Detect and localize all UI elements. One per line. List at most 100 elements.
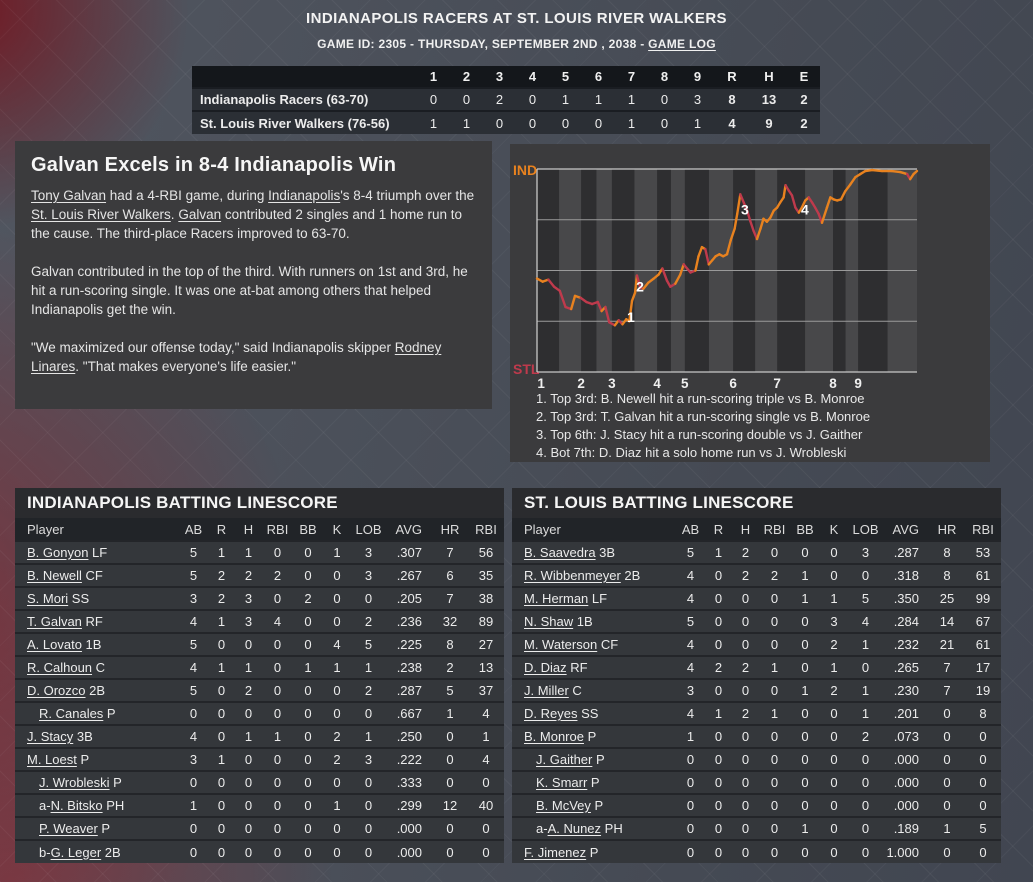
linescore-col-header-7: 7 xyxy=(627,69,636,84)
batting-col-header-R: R xyxy=(705,518,732,541)
win-probability-segment xyxy=(759,217,765,231)
stat-cell: 2 xyxy=(293,586,323,610)
stat-cell: .230 xyxy=(883,678,929,702)
player-link[interactable]: S. Mori xyxy=(27,591,69,606)
stat-cell: 0 xyxy=(965,770,1001,794)
player-position: SS xyxy=(577,706,599,721)
stat-cell: 0 xyxy=(848,655,883,679)
player-link[interactable]: J. Stacy xyxy=(27,729,74,744)
player-cell: B. Gonyon LF xyxy=(15,540,179,564)
game-info-text: GAME ID: 2305 - THURSDAY, SEPTEMBER 2ND … xyxy=(317,37,649,51)
inning-tick-label: 9 xyxy=(854,376,862,390)
stat-cell: 0 xyxy=(705,632,732,656)
stat-cell: 1 xyxy=(848,632,883,656)
stat-cell: 3 xyxy=(820,609,848,633)
st-louis-batting-table: Player AB R H RBI BB K LOB AVG HR RBI B. Saavedra … xyxy=(512,518,1001,863)
player-link[interactable]: A. Lovato xyxy=(27,637,82,652)
batting-col-header-LOB: LOB xyxy=(848,518,883,541)
key-play-marker: 3 xyxy=(741,202,749,218)
player-link[interactable]: M. Waterson xyxy=(524,637,598,652)
inning-cell: 0 xyxy=(648,110,681,134)
player-link[interactable]: B. Monroe xyxy=(524,729,584,744)
player-link[interactable]: P. Weaver xyxy=(39,821,98,836)
stat-cell: 1 xyxy=(790,586,820,610)
stat-cell: 0 xyxy=(759,540,790,564)
win-probability-panel: IND STL 1 2 3 4 5 6 7 8 9 1 2 3 4 1. Top 3rd: B. Newel… xyxy=(510,144,990,462)
player-link[interactable]: N. Shaw xyxy=(524,614,574,629)
article-inline-link[interactable]: Rodney Linares xyxy=(31,340,442,374)
stat-cell: 3 xyxy=(351,563,386,587)
stat-cell: 2 xyxy=(208,586,235,610)
player-link[interactable]: M. Loest xyxy=(27,752,77,767)
stat-cell: .307 xyxy=(386,540,432,564)
player-link[interactable]: B. Newell xyxy=(27,568,82,583)
stat-cell: 3 xyxy=(676,678,705,702)
article-inline-link[interactable]: Tony Galvan xyxy=(31,188,107,203)
stat-cell: 0 xyxy=(732,747,759,771)
stat-cell: 4 xyxy=(179,609,208,633)
batting-row: K. Smarr P 0 0 0 0 0 0 0.000 0 0 xyxy=(512,770,1001,794)
stat-cell: 0 xyxy=(208,678,235,702)
stat-cell: 0 xyxy=(262,540,293,564)
article-text: . "That makes everyone's life easier." xyxy=(75,359,297,374)
player-position: CF xyxy=(81,568,103,583)
player-link[interactable]: B. McVey xyxy=(536,798,591,813)
stat-cell: 1 xyxy=(323,655,351,679)
stat-cell: 0 xyxy=(820,793,848,817)
player-link[interactable]: D. Reyes xyxy=(524,706,578,721)
stat-cell: 0 xyxy=(929,770,965,794)
game-log-link[interactable]: GAME LOG xyxy=(648,37,716,51)
stat-cell: 0 xyxy=(432,816,468,840)
player-link[interactable]: D. Diaz xyxy=(524,660,567,675)
player-link[interactable]: F. Jimenez xyxy=(524,844,587,860)
stat-cell: 1 xyxy=(790,816,820,840)
player-link[interactable]: R. Canales xyxy=(39,706,104,721)
batting-row: B. Newell CF 5 2 2 2 0 0 3.267 6 35 xyxy=(15,563,504,587)
player-link[interactable]: J. Wrobleski xyxy=(39,775,110,790)
stat-cell: 0 xyxy=(262,586,293,610)
stat-cell: 4 xyxy=(323,632,351,656)
stat-cell: 0 xyxy=(732,839,759,863)
player-position: PH xyxy=(601,821,623,836)
stat-cell: 1 xyxy=(759,701,790,725)
player-link[interactable]: J. Miller xyxy=(524,683,569,698)
player-link[interactable]: G. Leger xyxy=(50,844,102,860)
stat-cell: 0 xyxy=(351,586,386,610)
stat-cell: .667 xyxy=(386,701,432,725)
stat-cell: .225 xyxy=(386,632,432,656)
player-position: SS xyxy=(68,591,90,606)
article-inline-link[interactable]: Indianapolis xyxy=(268,188,341,203)
stat-cell: 89 xyxy=(468,609,504,633)
player-link[interactable]: B. Gonyon xyxy=(27,545,89,560)
article-inline-link[interactable]: St. Louis River Walkers xyxy=(31,207,171,222)
player-link[interactable]: A. Nunez xyxy=(547,821,602,836)
article-inline-link[interactable]: Galvan xyxy=(178,207,222,222)
stat-cell: .236 xyxy=(386,609,432,633)
stat-cell: 1 xyxy=(351,655,386,679)
player-link[interactable]: T. Galvan xyxy=(27,614,82,629)
stat-cell: 2 xyxy=(208,563,235,587)
stat-cell: 5 xyxy=(179,563,208,587)
stat-cell: 0 xyxy=(235,793,262,817)
player-link[interactable]: J. Gaither xyxy=(536,752,593,767)
stat-cell: 0 xyxy=(323,563,351,587)
stat-cell: .333 xyxy=(386,770,432,794)
player-position: C xyxy=(568,683,582,698)
stat-cell: 1 xyxy=(790,678,820,702)
stat-cell: 0 xyxy=(235,701,262,725)
stat-cell: 0 xyxy=(705,678,732,702)
player-link[interactable]: M. Herman xyxy=(524,591,589,606)
player-link[interactable]: N. Bitsko xyxy=(50,798,103,813)
player-link[interactable]: R. Calhoun xyxy=(27,660,93,675)
inning-cell: 0 xyxy=(648,87,681,111)
stat-cell: 1 xyxy=(705,701,732,725)
stat-cell: 0 xyxy=(208,816,235,840)
stat-cell: 0 xyxy=(790,770,820,794)
player-link[interactable]: R. Wibbenmeyer xyxy=(524,568,621,583)
batting-row: T. Galvan RF 4 1 3 4 0 0 2.236 32 89 xyxy=(15,609,504,633)
player-link[interactable]: B. Saavedra xyxy=(524,545,596,560)
key-play-marker: 1 xyxy=(627,309,635,325)
player-link[interactable]: K. Smarr xyxy=(536,775,588,790)
player-link[interactable]: D. Orozco xyxy=(27,683,86,698)
win-probability-segment xyxy=(769,209,775,219)
